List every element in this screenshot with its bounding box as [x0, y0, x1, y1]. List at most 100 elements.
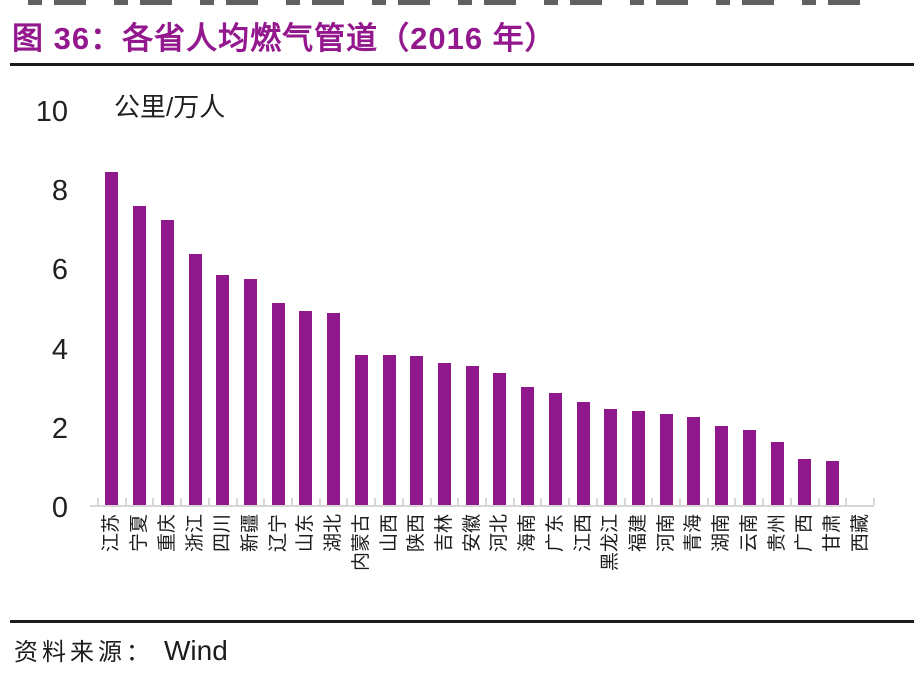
x-tick-label: 吉林: [433, 514, 455, 553]
x-tick-label: 江苏: [101, 514, 123, 553]
x-tick-label: 宁夏: [129, 514, 151, 553]
footer-divider: [10, 620, 914, 623]
axis-tick: [623, 498, 626, 505]
x-tick-label: 新疆: [239, 514, 261, 553]
axis-tick: [817, 498, 820, 505]
x-tick-label: 江西: [572, 514, 594, 553]
axis-tick: [595, 498, 598, 505]
axis-tick: [762, 498, 765, 505]
y-tick-label: 4: [51, 333, 68, 366]
bar: [133, 206, 146, 505]
x-tick-label: 青海: [683, 514, 705, 553]
axis-tick: [651, 498, 654, 505]
bar: [244, 279, 257, 505]
axis-tick: [235, 498, 238, 505]
x-tick-label: 内蒙古: [350, 514, 372, 572]
x-tick-label: 甘肃: [821, 514, 843, 553]
x-tick-label: 河北: [489, 514, 511, 553]
x-tick-label: 贵州: [766, 514, 788, 553]
y-tick-label: 0: [51, 492, 68, 524]
axis-tick: [207, 498, 210, 505]
y-tick-label: 6: [51, 254, 68, 287]
source-label: 资料来源：: [14, 640, 154, 666]
bar: [798, 459, 811, 505]
bar: [577, 402, 590, 505]
bar: [493, 373, 506, 505]
x-tick-label: 湖南: [711, 514, 733, 553]
bar: [410, 356, 423, 505]
bar: [272, 303, 285, 505]
bar: [466, 366, 479, 505]
x-tick-label: 海南: [517, 514, 539, 553]
x-tick-label: 广东: [544, 514, 566, 553]
bar: [383, 355, 396, 505]
bar: [327, 313, 340, 505]
axis-tick: [873, 498, 875, 505]
page-title: 图 36：各省人均燃气管道（2016 年）: [12, 21, 557, 56]
x-tick-label: 辽宁: [267, 514, 289, 553]
bar: [771, 442, 784, 505]
axis-tick: [679, 498, 681, 505]
bar: [743, 430, 756, 505]
bar: [161, 220, 174, 505]
axis-tick: [180, 498, 183, 505]
bar: [715, 426, 728, 505]
title-divider: [10, 63, 914, 66]
axis-tick: [152, 498, 155, 505]
bar: [189, 254, 202, 505]
axis-tick: [318, 498, 321, 505]
x-tick-label: 广西: [794, 514, 816, 553]
bar: [438, 363, 451, 505]
x-tick-label: 湖北: [323, 514, 345, 553]
axis-tick: [401, 498, 404, 505]
x-tick-label: 山西: [378, 514, 400, 553]
bar: [826, 461, 839, 505]
axis-tick: [429, 498, 432, 505]
bar: [687, 417, 700, 505]
axis-tick: [346, 498, 349, 505]
axis-tick: [97, 498, 99, 505]
bar: [216, 275, 229, 505]
bar: [521, 387, 534, 505]
y-tick-label: 2: [51, 412, 68, 445]
bar: [105, 172, 118, 505]
cropped-text-fragments: [28, 0, 872, 5]
axis-tick: [789, 498, 792, 505]
x-tick-label: 西藏: [849, 514, 871, 553]
axis-tick: [540, 498, 543, 505]
axis-tick: [374, 498, 377, 505]
x-tick-label: 四川: [212, 514, 234, 553]
x-tick-label: 河南: [655, 514, 677, 553]
y-axis-unit-label: 公里/万人: [114, 92, 226, 122]
axis-tick: [706, 498, 709, 505]
axis-tick: [512, 498, 515, 505]
x-tick-label: 浙江: [184, 514, 206, 553]
bar: [299, 311, 312, 505]
bar: [632, 411, 645, 505]
axis-tick: [291, 498, 293, 505]
axis-tick: [845, 498, 848, 505]
bar: [549, 393, 562, 505]
axis-tick: [263, 498, 266, 505]
axis-tick: [568, 498, 571, 505]
x-tick-label: 重庆: [156, 514, 178, 553]
source-line: 资料来源： Wind: [14, 632, 228, 667]
axis-tick: [485, 498, 487, 505]
axis-tick: [124, 498, 127, 505]
y-tick-label: 10: [35, 96, 68, 128]
x-tick-label: 福建: [627, 514, 649, 553]
x-tick-label: 山东: [295, 514, 317, 553]
y-tick-label: 8: [51, 175, 68, 208]
x-tick-label: 安徽: [461, 514, 483, 553]
x-tick-label: 黑龙江: [600, 514, 622, 572]
bar: [355, 355, 368, 505]
x-tick-label: 云南: [738, 514, 760, 553]
x-tick-label: 陕西: [406, 514, 428, 553]
bar: [660, 414, 673, 505]
bar: [604, 409, 617, 505]
source-value: Wind: [164, 635, 228, 666]
x-axis-baseline: [90, 505, 874, 507]
axis-tick: [734, 498, 737, 505]
axis-tick: [457, 498, 460, 505]
